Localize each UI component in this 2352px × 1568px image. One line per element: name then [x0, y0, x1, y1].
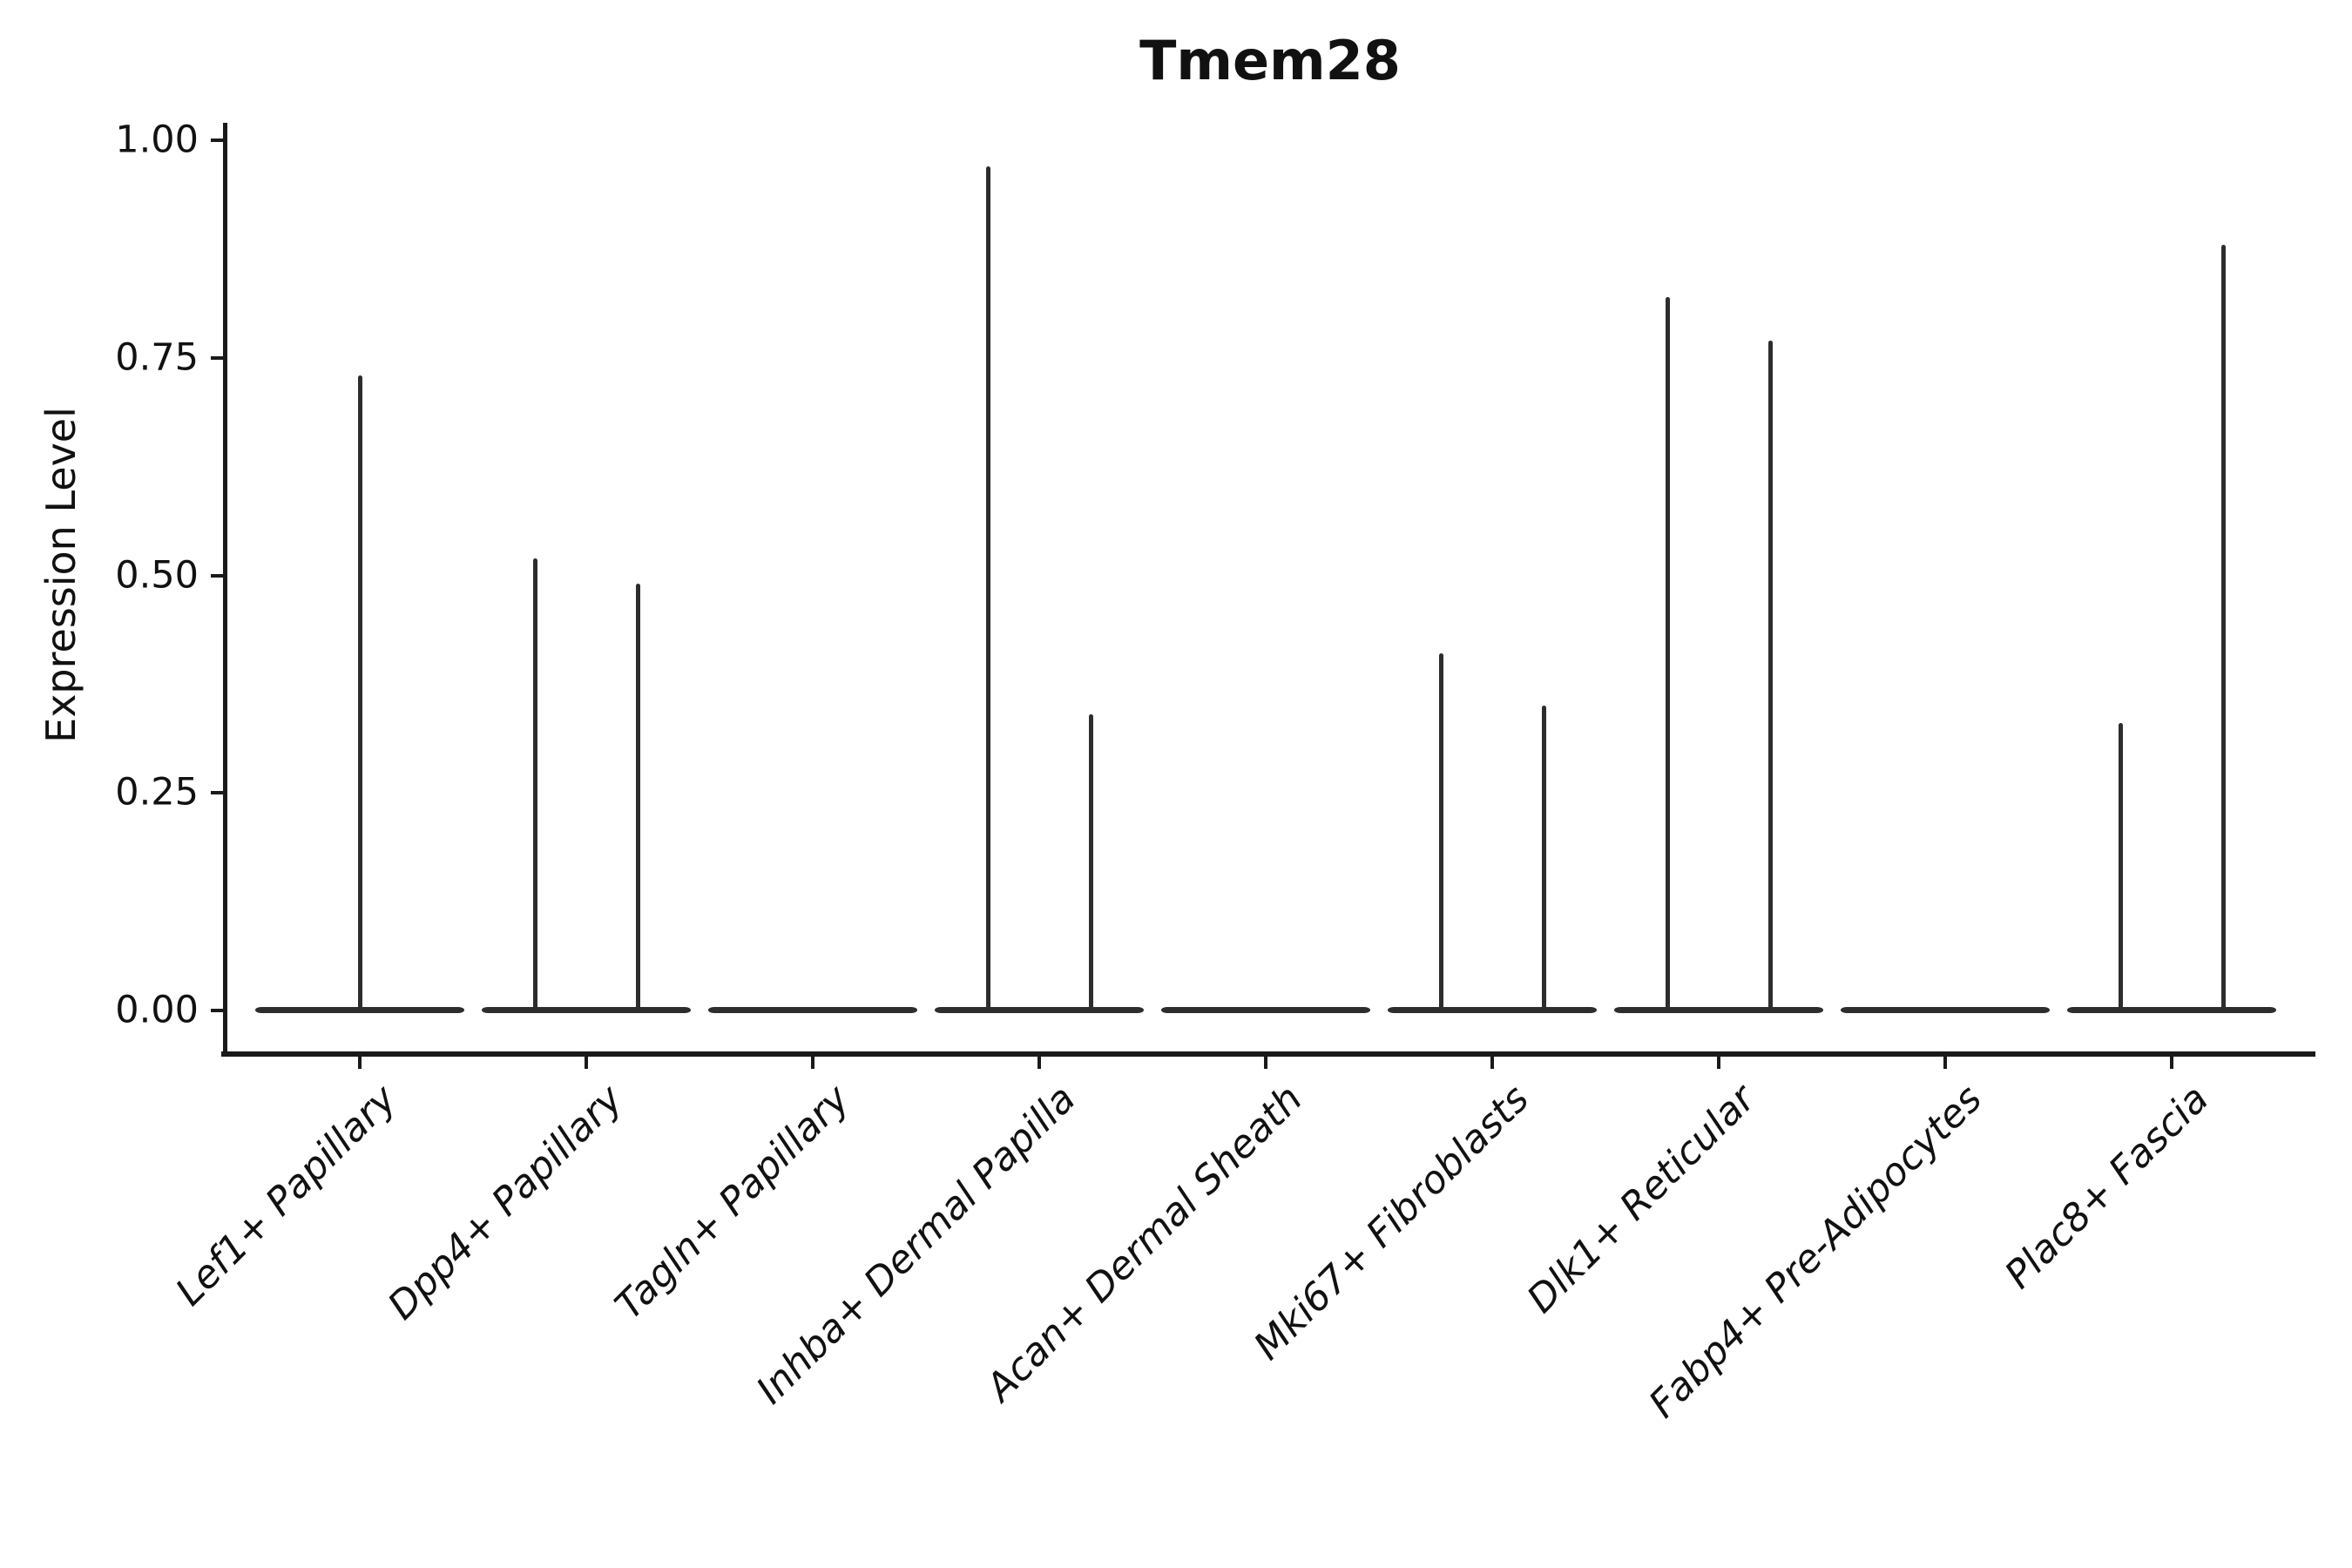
- x-tick: [811, 1057, 814, 1069]
- y-tick: [211, 139, 223, 142]
- y-axis-line: [223, 123, 227, 1057]
- violin-baseline: [935, 1007, 1144, 1013]
- y-tick-label: 0.00: [115, 988, 199, 1032]
- violin-spike: [532, 558, 537, 1012]
- x-tick: [1264, 1057, 1267, 1069]
- violin-spike: [985, 166, 990, 1012]
- x-tick-label: Tagln+ Papillary: [606, 1076, 858, 1328]
- violin-spike: [2118, 723, 2123, 1012]
- violin-baseline: [1161, 1007, 1370, 1013]
- x-tick: [1037, 1057, 1041, 1069]
- x-axis-line: [221, 1051, 2315, 1057]
- violin-baseline: [482, 1007, 691, 1013]
- y-tick: [211, 355, 223, 360]
- x-tick: [1943, 1057, 1947, 1069]
- violin-baseline: [2067, 1007, 2276, 1013]
- x-tick: [358, 1057, 362, 1069]
- y-tick-label: 0.75: [115, 335, 199, 380]
- violin-spike: [1438, 653, 1443, 1012]
- violin-spike: [1088, 714, 1093, 1012]
- violin-spike: [357, 375, 362, 1012]
- y-tick: [211, 791, 223, 795]
- x-tick-label: Dpp4+ Papillary: [379, 1076, 632, 1328]
- violin-spike: [1767, 340, 1773, 1012]
- y-tick: [211, 573, 223, 578]
- y-tick-label: 1.00: [115, 118, 199, 162]
- violin-spike: [2220, 244, 2226, 1012]
- x-tick: [2170, 1057, 2173, 1069]
- plot-title: Tmem28: [1139, 29, 1401, 92]
- y-tick-label: 0.25: [115, 770, 199, 814]
- x-tick-label: Lef1+ Papillary: [166, 1076, 405, 1315]
- violin-spike: [1541, 706, 1546, 1012]
- x-tick: [1717, 1057, 1720, 1069]
- violin-spike: [1665, 296, 1670, 1012]
- violin-baseline: [1614, 1007, 1823, 1013]
- violin-spike: [635, 584, 640, 1012]
- violin-baseline: [708, 1007, 917, 1013]
- x-tick-label: Dlk1+ Reticular: [1518, 1076, 1764, 1322]
- x-tick: [1490, 1057, 1494, 1069]
- x-tick: [585, 1057, 588, 1069]
- violin-baseline: [1841, 1007, 2050, 1013]
- x-tick-label: Plac8+ Fascia: [1996, 1076, 2217, 1298]
- y-tick-label: 0.50: [115, 553, 199, 597]
- violin-baseline: [1388, 1007, 1597, 1013]
- y-tick: [211, 1009, 223, 1012]
